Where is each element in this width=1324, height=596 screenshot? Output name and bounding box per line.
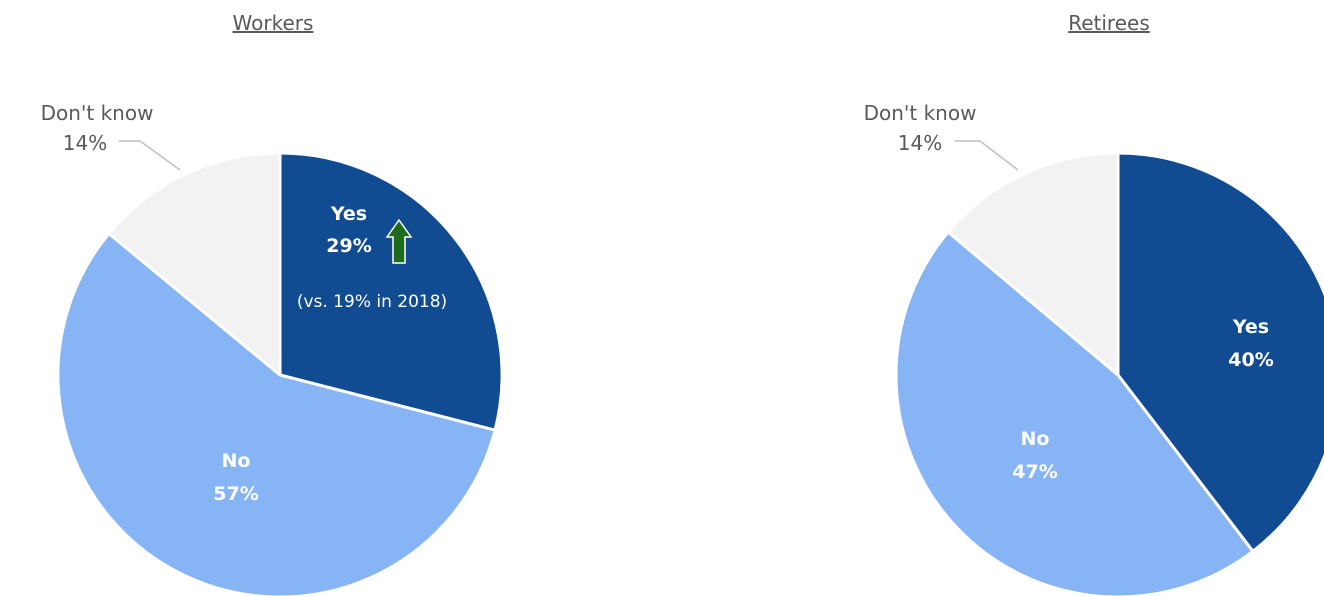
up-arrow-icon: [385, 218, 413, 264]
workers-slice-yes: [278, 151, 504, 432]
retirees-pie: Retirees Don't know 14% Yes 40% No 47%: [864, 11, 1324, 596]
workers-slice-don-t-know: [107, 151, 282, 377]
workers-slices: [56, 151, 504, 596]
retirees-title: Retirees: [1068, 11, 1150, 35]
retirees-dont-know-value: 14%: [898, 131, 942, 155]
retirees-slice-don-t-know: [946, 151, 1120, 377]
retirees-yes-value: 40%: [1228, 349, 1273, 371]
workers-pie: Workers Don't know 14% Yes 29% (vs. 19% …: [41, 11, 504, 596]
retirees-dont-know-label: Don't know: [864, 101, 977, 125]
retirees-dont-know-leader-line-2: [979, 140, 1019, 171]
workers-dont-know-leader-line-2: [139, 140, 181, 171]
retirees-slice-yes: [1116, 151, 1324, 553]
workers-dont-know-label: Don't know: [41, 101, 154, 125]
workers-slice-no: [56, 231, 497, 596]
workers-title: Workers: [233, 11, 314, 35]
workers-dont-know-value: 14%: [63, 131, 107, 155]
workers-no-value: 57%: [213, 483, 258, 505]
workers-yes-label: Yes: [330, 203, 367, 225]
retirees-slice-no: [894, 230, 1255, 596]
workers-no-label: No: [222, 450, 251, 472]
retirees-no-label: No: [1021, 428, 1050, 450]
workers-annotation: (vs. 19% in 2018): [297, 292, 447, 312]
retirees-no-value: 47%: [1012, 461, 1057, 483]
retirees-slices: [894, 151, 1324, 596]
workers-yes-value: 29%: [326, 235, 371, 257]
retirees-yes-label: Yes: [1232, 316, 1269, 338]
